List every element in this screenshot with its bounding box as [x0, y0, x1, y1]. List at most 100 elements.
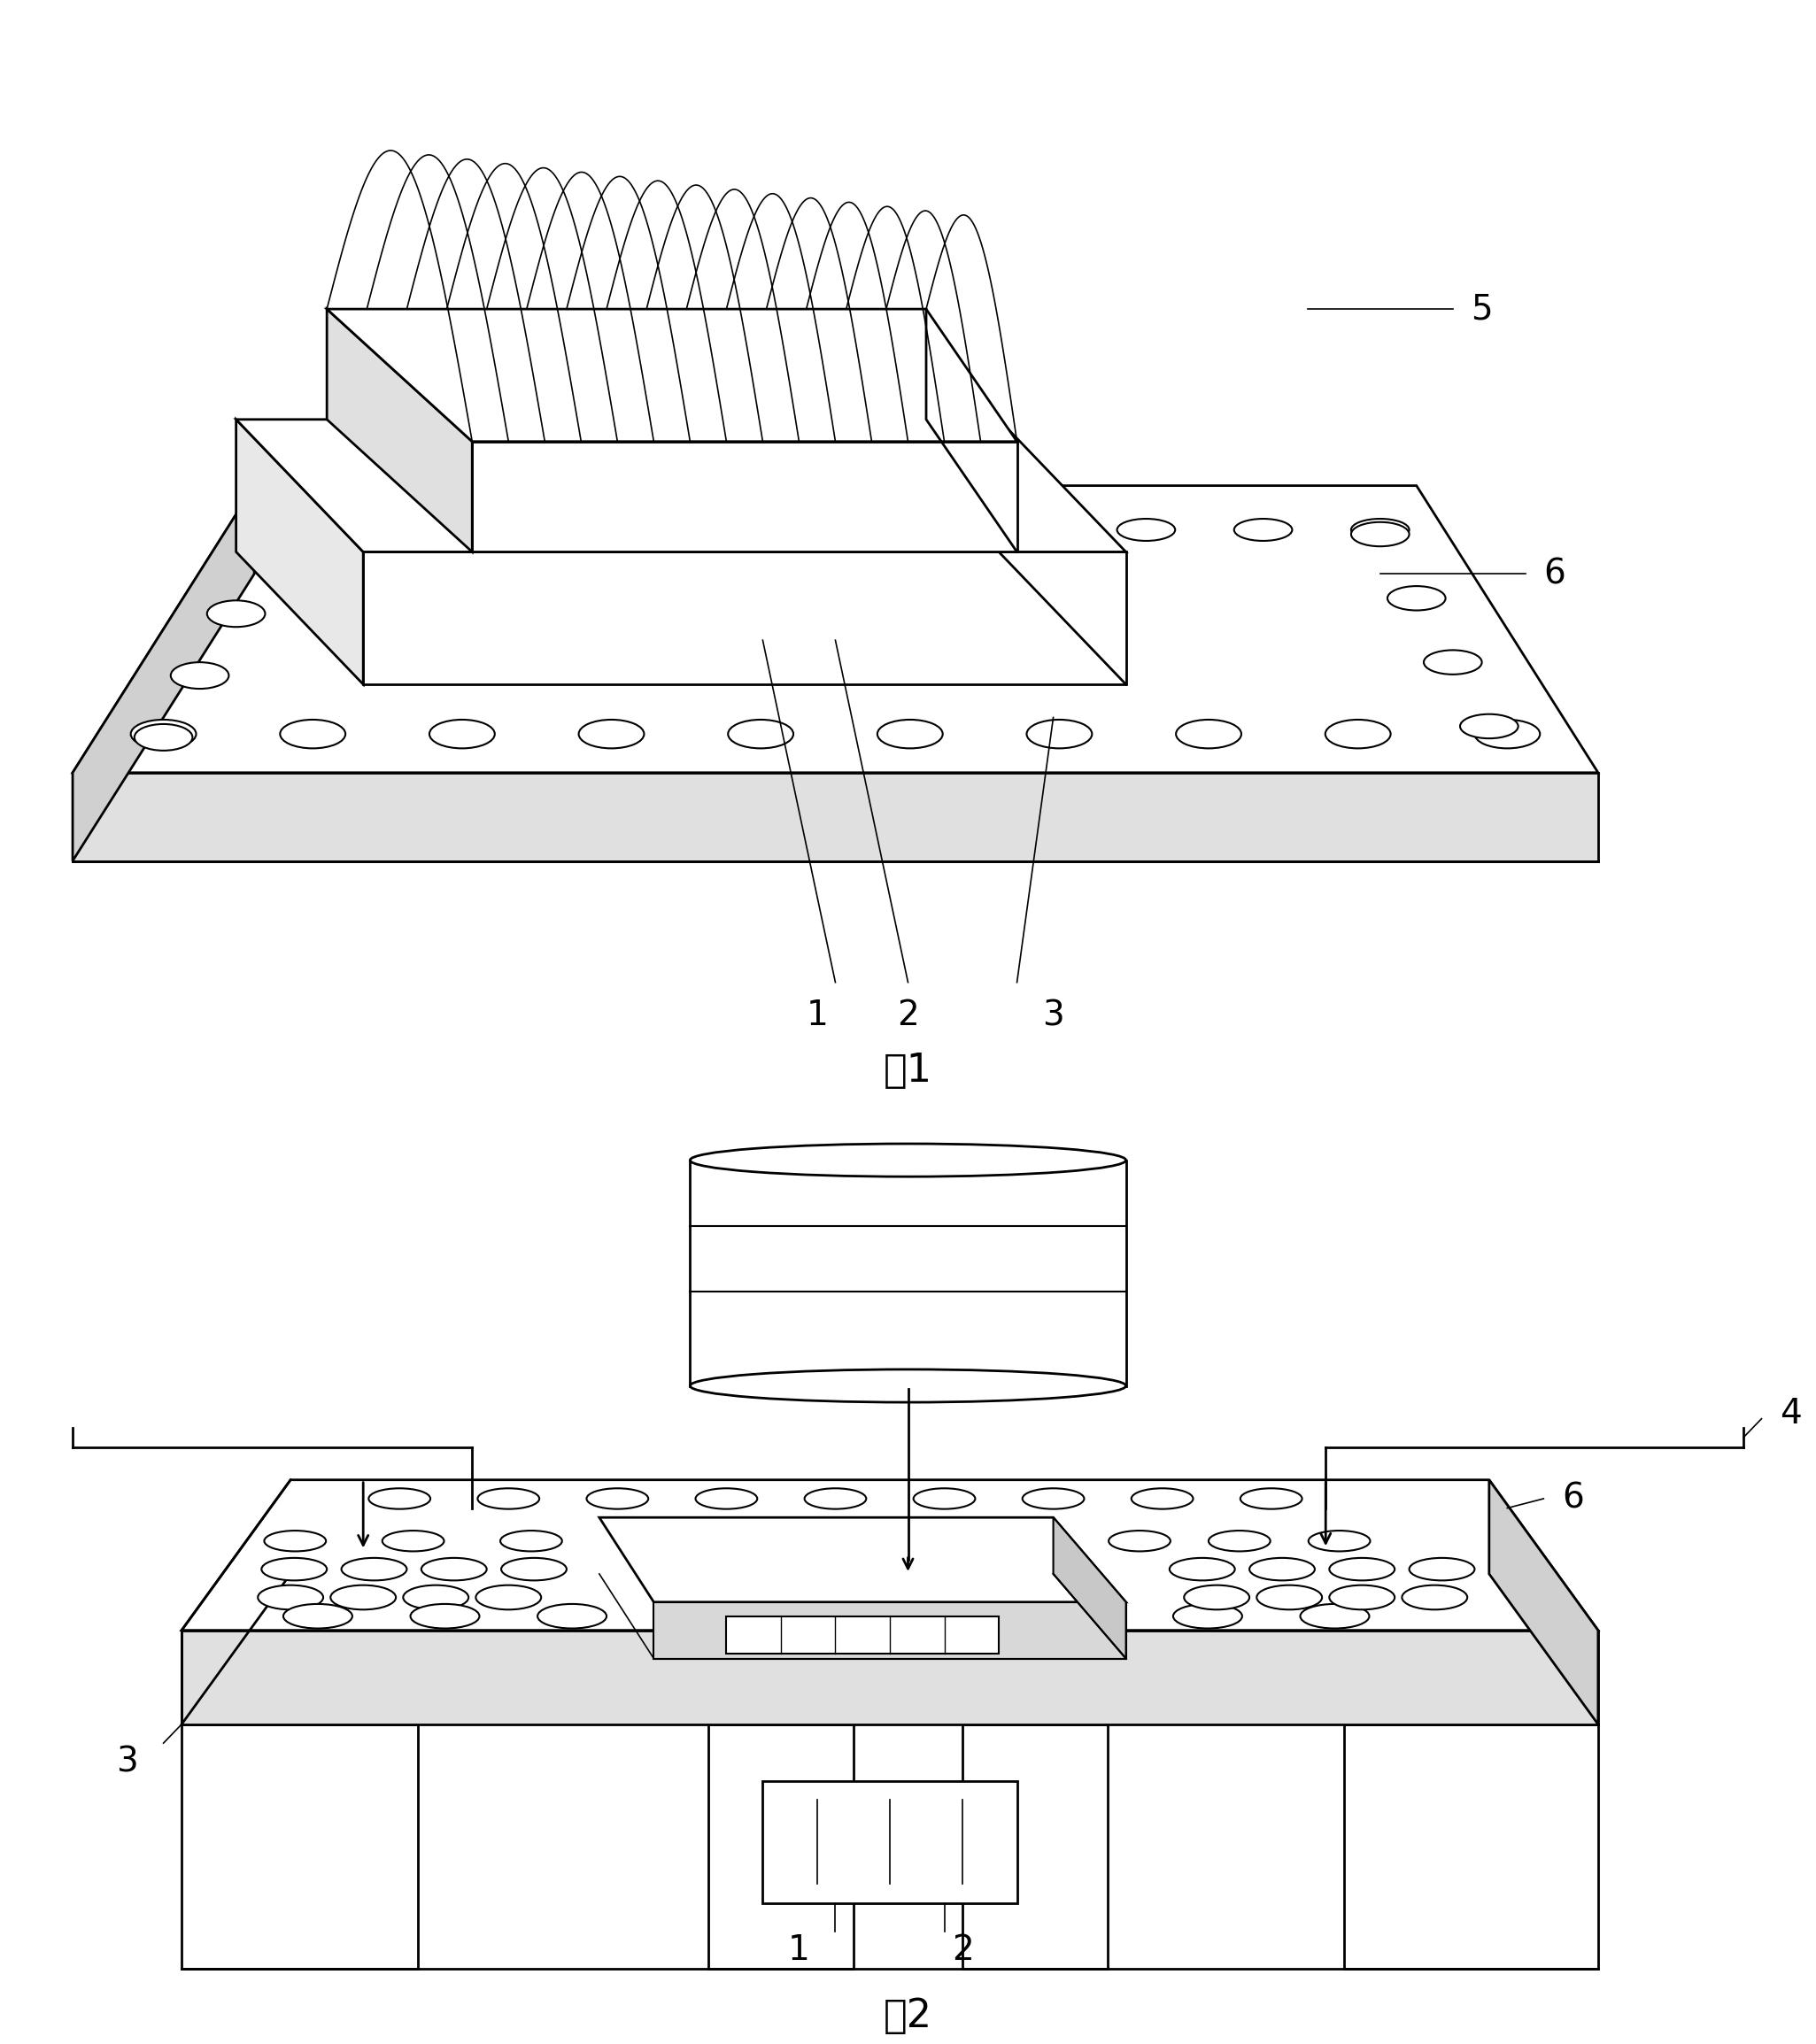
Ellipse shape: [478, 1488, 539, 1508]
Text: 6: 6: [1562, 1482, 1584, 1515]
Ellipse shape: [1240, 1488, 1302, 1508]
Ellipse shape: [1131, 1488, 1193, 1508]
Ellipse shape: [690, 1369, 1126, 1402]
Ellipse shape: [1351, 519, 1409, 542]
Text: 1: 1: [788, 1934, 810, 1966]
Ellipse shape: [1209, 1531, 1269, 1551]
Ellipse shape: [1329, 1586, 1395, 1609]
Ellipse shape: [131, 719, 196, 748]
Ellipse shape: [766, 519, 824, 542]
Ellipse shape: [403, 1586, 469, 1609]
Ellipse shape: [341, 1558, 407, 1580]
Polygon shape: [327, 309, 1017, 442]
Ellipse shape: [883, 519, 941, 542]
Ellipse shape: [1257, 1586, 1322, 1609]
Polygon shape: [182, 1631, 1598, 1725]
Ellipse shape: [804, 1488, 866, 1508]
Ellipse shape: [421, 1558, 487, 1580]
Polygon shape: [472, 442, 1017, 552]
Bar: [690, 1161, 1126, 1386]
Ellipse shape: [1117, 519, 1175, 542]
Ellipse shape: [1184, 1586, 1249, 1609]
Ellipse shape: [1177, 719, 1242, 748]
Ellipse shape: [1409, 1558, 1475, 1580]
Ellipse shape: [1329, 1558, 1395, 1580]
Ellipse shape: [171, 662, 229, 689]
Polygon shape: [763, 1780, 1017, 1903]
Text: 5: 5: [1471, 292, 1493, 325]
Ellipse shape: [1022, 1488, 1084, 1508]
Ellipse shape: [1402, 1586, 1467, 1609]
Ellipse shape: [1173, 1605, 1242, 1629]
Ellipse shape: [1424, 650, 1482, 675]
Polygon shape: [236, 419, 1126, 552]
Ellipse shape: [265, 1531, 327, 1551]
Ellipse shape: [877, 719, 943, 748]
Polygon shape: [654, 1602, 1126, 1658]
Polygon shape: [1053, 1517, 1126, 1658]
Ellipse shape: [1475, 719, 1540, 748]
Polygon shape: [73, 773, 1598, 861]
Ellipse shape: [369, 1488, 430, 1508]
Ellipse shape: [501, 1558, 567, 1580]
Polygon shape: [327, 309, 472, 552]
Ellipse shape: [1326, 719, 1391, 748]
Ellipse shape: [579, 719, 645, 748]
Ellipse shape: [1235, 519, 1293, 542]
Ellipse shape: [665, 1605, 734, 1629]
Polygon shape: [599, 1517, 1126, 1602]
Text: 6: 6: [1544, 558, 1565, 591]
Text: 3: 3: [1042, 1000, 1064, 1032]
Ellipse shape: [476, 1586, 541, 1609]
Ellipse shape: [134, 724, 192, 750]
Ellipse shape: [1046, 1605, 1115, 1629]
Ellipse shape: [258, 1586, 323, 1609]
Ellipse shape: [919, 1605, 988, 1629]
Ellipse shape: [429, 719, 494, 748]
Ellipse shape: [262, 1558, 327, 1580]
Ellipse shape: [414, 519, 472, 542]
Ellipse shape: [1001, 519, 1059, 542]
Polygon shape: [182, 1480, 1598, 1631]
Text: 图2: 图2: [884, 1997, 932, 2036]
Polygon shape: [726, 1617, 999, 1654]
Ellipse shape: [1387, 587, 1446, 611]
Ellipse shape: [1300, 1605, 1369, 1629]
Ellipse shape: [280, 719, 345, 748]
Ellipse shape: [1351, 521, 1409, 546]
Ellipse shape: [1108, 1531, 1170, 1551]
Polygon shape: [962, 1725, 1108, 1968]
Ellipse shape: [648, 519, 706, 542]
Ellipse shape: [283, 1605, 352, 1629]
Ellipse shape: [331, 1586, 396, 1609]
Ellipse shape: [501, 1531, 563, 1551]
Polygon shape: [236, 419, 363, 685]
Ellipse shape: [538, 1605, 607, 1629]
Ellipse shape: [532, 519, 590, 542]
Ellipse shape: [381, 1531, 445, 1551]
Polygon shape: [363, 552, 1126, 685]
Ellipse shape: [410, 1605, 479, 1629]
Ellipse shape: [728, 719, 794, 748]
Ellipse shape: [1170, 1558, 1235, 1580]
Polygon shape: [1344, 1725, 1598, 1968]
Polygon shape: [708, 1725, 854, 1968]
Text: 1: 1: [806, 1000, 828, 1032]
Text: 2: 2: [897, 1000, 919, 1032]
Ellipse shape: [696, 1488, 757, 1508]
Ellipse shape: [1249, 1558, 1315, 1580]
Text: 3: 3: [116, 1746, 138, 1778]
Ellipse shape: [1026, 719, 1091, 748]
Ellipse shape: [1460, 713, 1518, 738]
Polygon shape: [73, 486, 1598, 773]
Text: 2: 2: [952, 1934, 973, 1966]
Text: 图1: 图1: [884, 1051, 932, 1089]
Ellipse shape: [207, 601, 265, 628]
Ellipse shape: [792, 1605, 861, 1629]
Ellipse shape: [243, 540, 301, 564]
Ellipse shape: [587, 1488, 648, 1508]
Polygon shape: [182, 1725, 418, 1968]
Ellipse shape: [298, 519, 356, 542]
Polygon shape: [1489, 1480, 1598, 1725]
Polygon shape: [73, 486, 254, 861]
